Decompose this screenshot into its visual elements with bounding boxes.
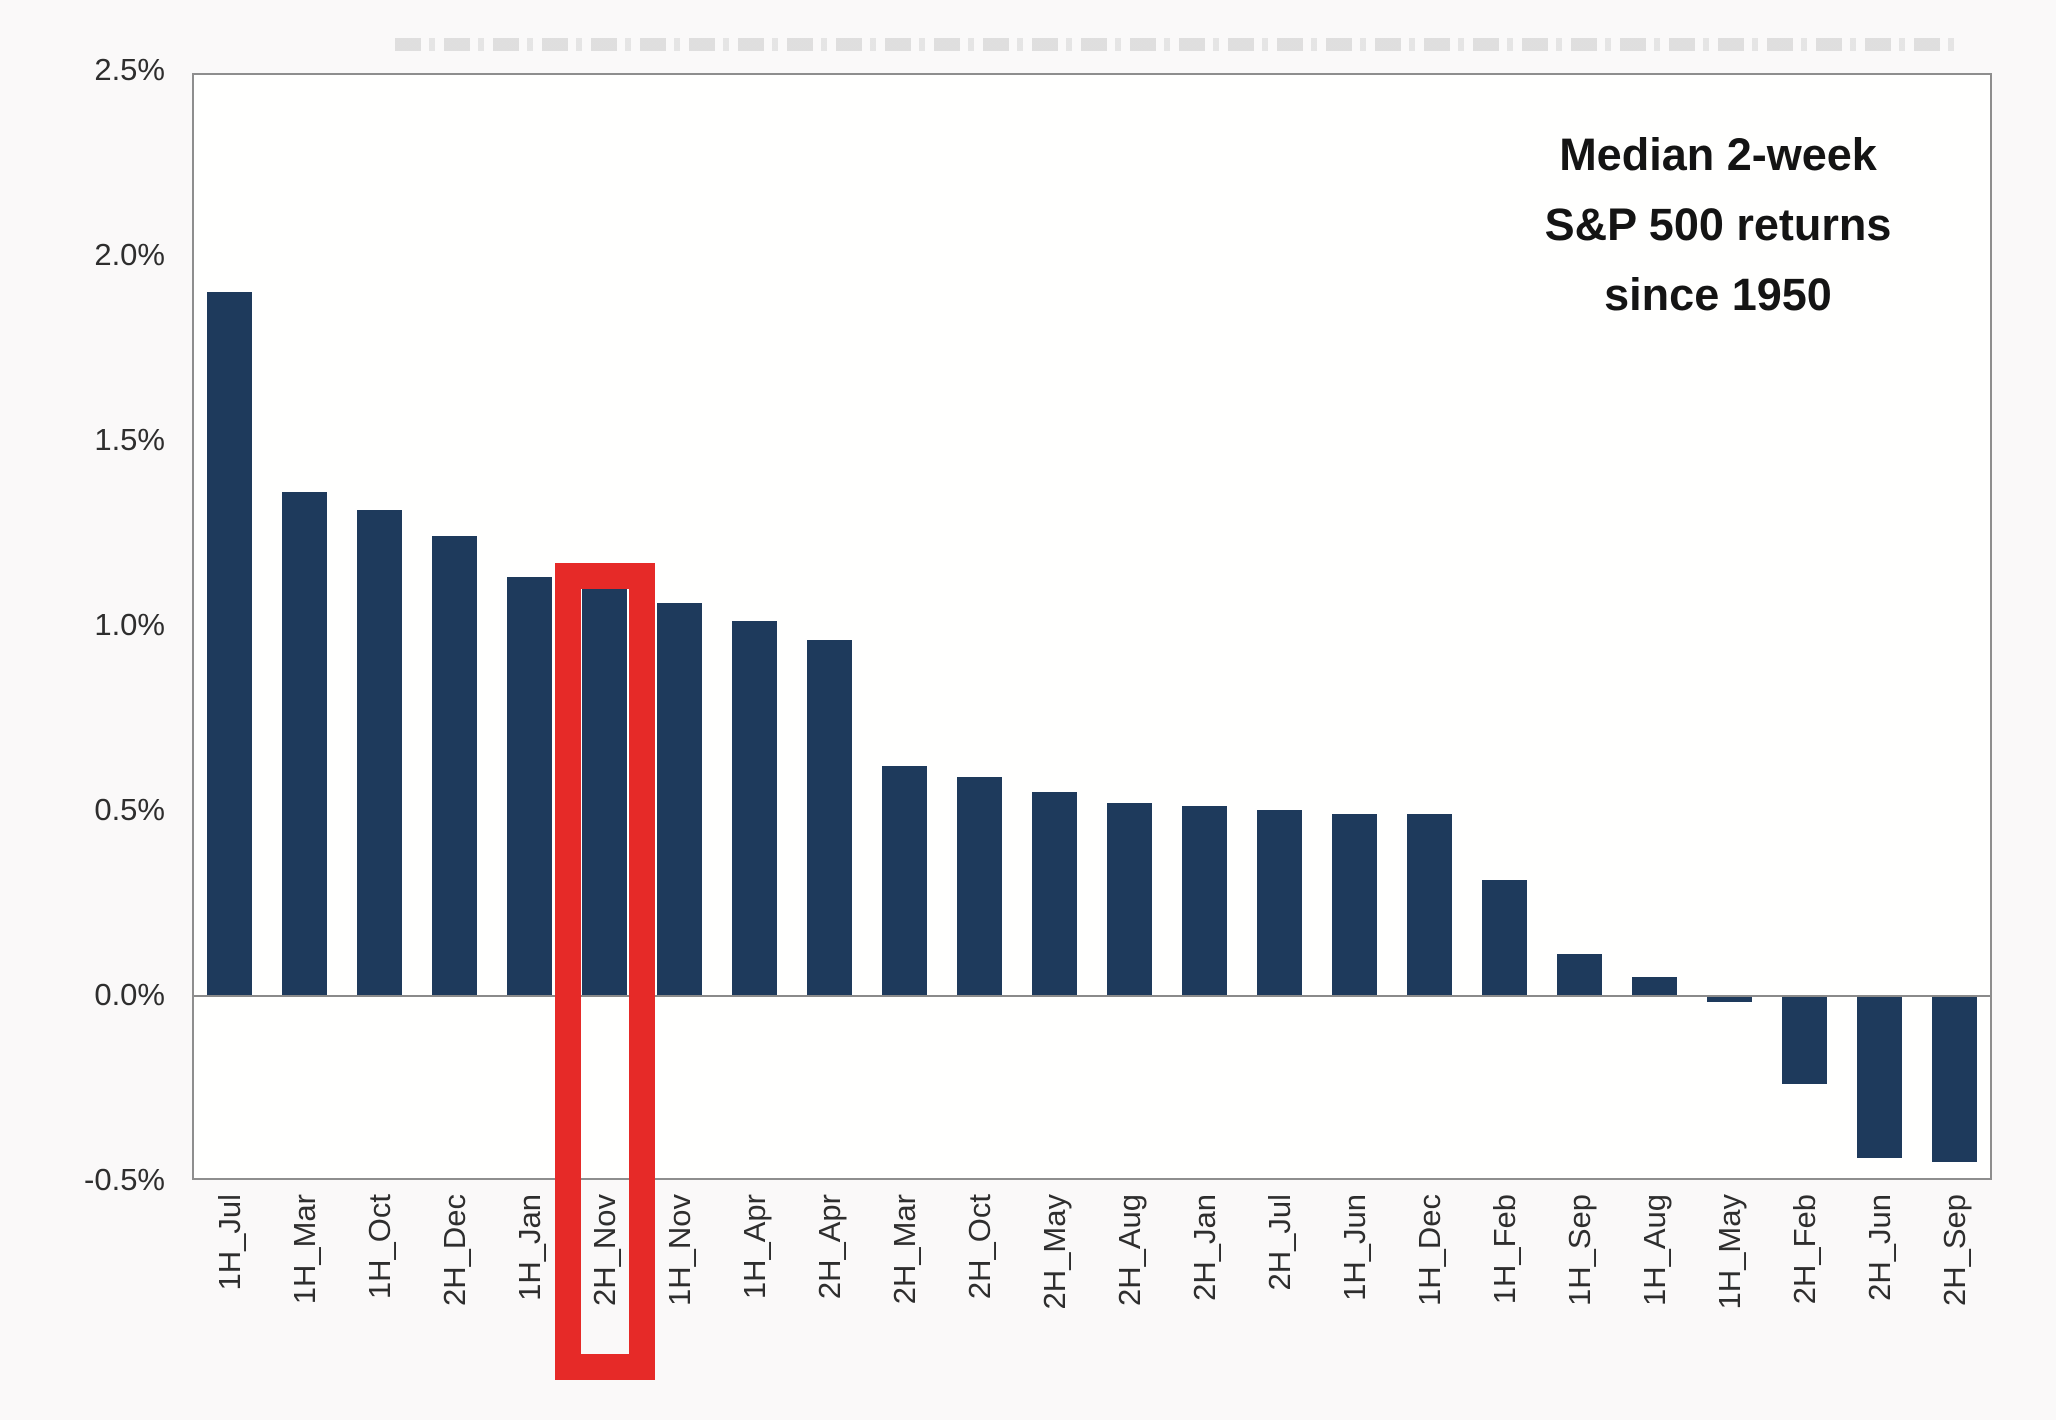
y-tick-label--0.5%: -0.5% xyxy=(84,1162,165,1197)
plot-frame xyxy=(192,73,1992,1180)
bar-1H_Sep xyxy=(1557,954,1602,995)
bar-1H_Jun xyxy=(1332,813,1377,995)
x-tick-label-1H_Apr: 1H_Apr xyxy=(736,1194,772,1300)
x-tick-label-1H_Jan: 1H_Jan xyxy=(511,1194,547,1301)
y-tick-label-1.0%: 1.0% xyxy=(94,607,165,642)
x-tick-label-2H_Aug: 2H_Aug xyxy=(1111,1194,1147,1307)
y-tick-label-0.0%: 0.0% xyxy=(94,977,165,1012)
bar-1H_Feb xyxy=(1482,880,1527,995)
chart-title-line-3: since 1950 xyxy=(1604,269,1832,320)
bar-2H_Dec xyxy=(432,536,477,995)
bar-2H_Apr xyxy=(807,639,852,995)
y-tick-label-2.5%: 2.5% xyxy=(94,52,165,87)
bar-2H_Oct xyxy=(957,776,1002,995)
bar-2H_Aug xyxy=(1107,802,1152,995)
zero-axis-line xyxy=(194,995,1990,997)
x-tick-label-1H_Feb: 1H_Feb xyxy=(1486,1194,1522,1305)
bar-1H_Dec xyxy=(1407,813,1452,995)
bar-1H_Aug xyxy=(1632,976,1677,995)
bar-2H_Jul xyxy=(1257,810,1302,995)
x-tick-label-1H_Jun: 1H_Jun xyxy=(1336,1194,1372,1301)
y-tick-label-1.5%: 1.5% xyxy=(94,422,165,457)
chart-title: Median 2-week S&P 500 returns since 1950 xyxy=(1398,120,2038,330)
x-tick-label-1H_Aug: 1H_Aug xyxy=(1636,1194,1672,1307)
x-tick-label-1H_Jul: 1H_Jul xyxy=(211,1194,247,1291)
chart-title-line-1: Median 2-week xyxy=(1559,129,1877,180)
x-tick-label-2H_Mar: 2H_Mar xyxy=(886,1194,922,1305)
plot-background xyxy=(194,75,1990,1178)
x-tick-label-2H_May: 2H_May xyxy=(1036,1194,1072,1310)
x-tick-label-2H_Jan: 2H_Jan xyxy=(1186,1194,1222,1301)
bar-1H_Mar xyxy=(282,491,327,995)
x-tick-label-1H_Sep: 1H_Sep xyxy=(1561,1194,1597,1307)
y-tick-label-0.5%: 0.5% xyxy=(94,792,165,827)
x-tick-label-2H_Dec: 2H_Dec xyxy=(436,1194,472,1306)
x-tick-label-2H_Apr: 2H_Apr xyxy=(811,1194,847,1300)
x-tick-label-1H_Mar: 1H_Mar xyxy=(286,1194,322,1305)
highlight-box-2H_Nov xyxy=(554,563,655,1380)
bar-1H_Oct xyxy=(357,510,402,995)
x-tick-label-1H_May: 1H_May xyxy=(1711,1194,1747,1310)
x-tick-label-1H_Dec: 1H_Dec xyxy=(1411,1194,1447,1306)
bar-1H_Jul xyxy=(207,292,252,995)
chart-title-line-2: S&P 500 returns xyxy=(1544,199,1892,250)
bar-1H_Apr xyxy=(732,621,777,995)
bar-2H_May xyxy=(1032,791,1077,995)
bar-2H_Feb xyxy=(1782,995,1827,1084)
bar-2H_Sep xyxy=(1932,995,1977,1162)
bar-1H_Jan xyxy=(507,576,552,995)
x-tick-label-1H_Nov: 1H_Nov xyxy=(661,1194,697,1306)
x-tick-label-2H_Oct: 2H_Oct xyxy=(961,1194,997,1300)
bar-2H_Nov xyxy=(582,588,627,995)
cropped-content-artifact xyxy=(395,38,1955,51)
x-tick-label-2H_Sep: 2H_Sep xyxy=(1936,1194,1972,1307)
x-tick-label-2H_Jul: 2H_Jul xyxy=(1261,1194,1297,1291)
bar-2H_Jun xyxy=(1857,995,1902,1158)
x-tick-label-2H_Feb: 2H_Feb xyxy=(1786,1194,1822,1305)
bar-1H_Nov xyxy=(657,602,702,995)
bar-2H_Jan xyxy=(1182,806,1227,995)
bar-1H_May xyxy=(1707,995,1752,1003)
bar-2H_Mar xyxy=(882,765,927,995)
x-tick-label-2H_Jun: 2H_Jun xyxy=(1861,1194,1897,1301)
y-tick-label-2.0%: 2.0% xyxy=(94,237,165,272)
x-tick-label-1H_Oct: 1H_Oct xyxy=(361,1194,397,1300)
